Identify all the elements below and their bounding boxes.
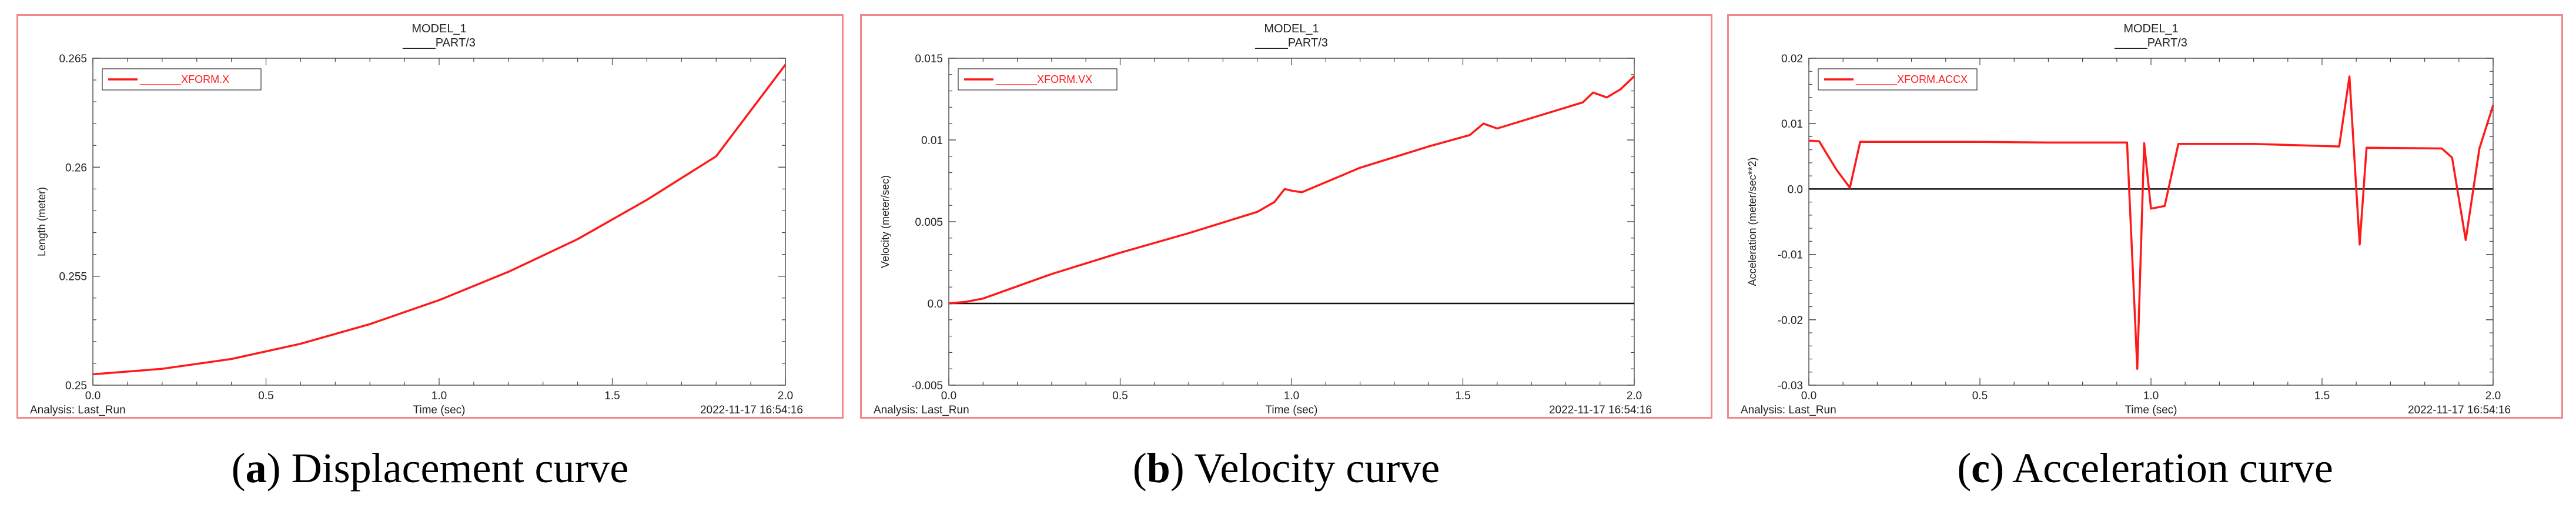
legend-label: _______XFORM.ACCX: [1855, 74, 1968, 86]
x-tick-label: 1.5: [1455, 390, 1470, 402]
caption-b-letter: b: [1146, 445, 1170, 492]
caption-a-text: Displacement curve: [280, 445, 629, 492]
chart-subtitle: _____PART/3: [402, 36, 476, 49]
caption-c-text: Acceleration curve: [2004, 445, 2333, 492]
chart-panel-b: MODEL_1 _____PART/3 0.0 0.5 1.0 1.5 2.0 -0.005 0…: [860, 14, 1712, 419]
y-tick-label: -0.01: [1778, 249, 1803, 262]
plot-area: [1808, 58, 2494, 386]
plot-area: [948, 58, 1635, 386]
chart-svg-a: MODEL_1_____PART/3 0.0 0.5 1.0 1.5 2.0 0.25 0.2…: [30, 22, 803, 416]
caption-b: (b) Velocity curve: [1132, 445, 1440, 492]
y-tick-label: 0.0: [928, 298, 943, 310]
chart-svg-c: MODEL_1_____PART/3 0.0 0.5 1.0 1.5 2.0 -0.03 -0…: [1741, 22, 2511, 416]
chart-panel-a: MODEL_1 _____PART/3 0.0 0.5 1.0 1.5 2.0 0.25 0.2…: [16, 14, 844, 419]
legend-box: [958, 68, 1118, 91]
chart-title: MODEL_1: [1264, 22, 1319, 35]
chart-svg-b: MODEL_1_____PART/30.0 0.5 1.0 1.5 2.0-0.0050…: [874, 22, 1652, 416]
x-tick-label: 0.5: [258, 390, 273, 402]
footer-timestamp: 2022-11-17 16:54:16: [2408, 404, 2511, 416]
y-axis-label: Length (meter): [36, 187, 48, 256]
y-tick-label: -0.03: [1778, 380, 1803, 392]
x-tick-label: 0.0: [941, 390, 956, 402]
y-tick-label: 0.02: [1781, 53, 1803, 65]
y-tick-label: -0.005: [911, 380, 943, 392]
x-tick-label: 1.0: [2143, 390, 2159, 402]
chart-subtitle: _____PART/3: [2114, 36, 2187, 49]
legend-label: _______XFORM.VX: [995, 74, 1092, 86]
footer-timestamp: 2022-11-17 16:54:16: [700, 404, 803, 416]
caption-b-text: Velocity curve: [1184, 445, 1440, 492]
x-tick-label: 1.5: [2314, 390, 2330, 402]
x-tick-label: 1.0: [431, 390, 447, 402]
x-tick-label: 1.5: [604, 390, 620, 402]
footer-analysis: Analysis: Last_Run: [874, 404, 969, 416]
chart-title: MODEL_1: [2123, 22, 2178, 35]
y-tick-label: 0.265: [59, 53, 87, 65]
x-tick-label: 1.0: [1284, 390, 1299, 402]
x-axis-label: Time (sec): [2125, 404, 2177, 416]
x-tick-label: 0.5: [1112, 390, 1128, 402]
y-tick-label: 0.01: [1781, 118, 1803, 131]
caption-a-letter: a: [245, 445, 267, 492]
chart-subtitle: _____PART/3: [1254, 36, 1328, 49]
x-tick-label: 0.5: [1972, 390, 1988, 402]
y-tick-label: 0.01: [921, 135, 943, 147]
y-tick-label: 0.015: [915, 53, 943, 65]
y-tick-label: 0.25: [65, 380, 87, 392]
y-tick-label: 0.005: [915, 216, 943, 229]
footer-timestamp: 2022-11-17 16:54:16: [1549, 404, 1652, 416]
caption-c-letter: c: [1971, 445, 1990, 492]
chart-title: MODEL_1: [412, 22, 466, 35]
footer-analysis: Analysis: Last_Run: [1741, 404, 1836, 416]
y-tick-label: 0.26: [65, 162, 87, 174]
x-tick-label: 2.0: [1627, 390, 1642, 402]
x-axis-label: Time (sec): [413, 404, 465, 416]
caption-c: (c) Acceleration curve: [1957, 445, 2333, 492]
x-tick-label: 2.0: [778, 390, 793, 402]
series-line: [1808, 75, 2494, 370]
plot-area: [92, 58, 786, 386]
y-tick-label: 0.0: [1788, 183, 1803, 196]
caption-a: (a) Displacement curve: [231, 445, 629, 492]
x-tick-label: 2.0: [2485, 390, 2501, 402]
x-axis-label: Time (sec): [1265, 404, 1317, 416]
y-tick-label: -0.02: [1778, 315, 1803, 327]
x-tick-label: 0.0: [85, 390, 101, 402]
chart-panel-c: MODEL_1 _____PART/3 0.0 0.5 1.0 1.5 2.0 -0.03 -0…: [1727, 14, 2563, 419]
y-axis-label: Velocity (meter/sec): [879, 175, 891, 268]
x-tick-label: 0.0: [1801, 390, 1816, 402]
y-axis-label: Acceleration (meter/sec**2): [1747, 157, 1758, 286]
y-tick-label: 0.255: [59, 271, 87, 283]
footer-analysis: Analysis: Last_Run: [30, 404, 126, 416]
legend-label: _______XFORM.X: [139, 74, 229, 86]
